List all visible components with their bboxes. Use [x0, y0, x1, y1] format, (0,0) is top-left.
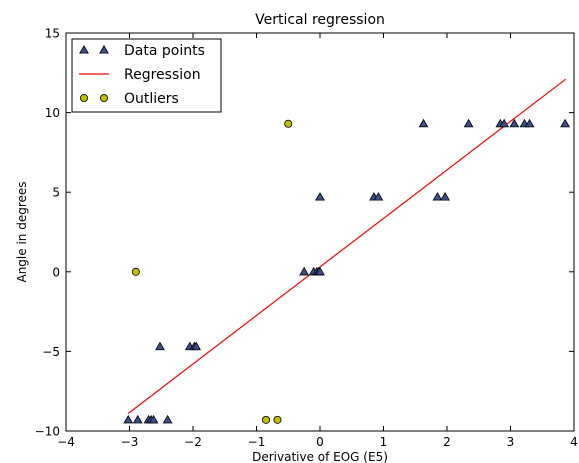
y-tick-label: 5	[52, 186, 60, 200]
data-point-marker	[162, 414, 173, 424]
legend: Data points Regression Outliers	[71, 38, 222, 113]
x-tick-label: 4	[570, 435, 578, 449]
data-point-marker	[132, 414, 143, 424]
x-tick-label: 1	[380, 435, 388, 449]
x-tick-label: 0	[316, 435, 324, 449]
data-point-marker	[499, 118, 510, 128]
y-tick-label: 15	[45, 27, 60, 41]
data-point-marker	[440, 191, 450, 201]
y-tick-label: 10	[45, 106, 60, 120]
data-point-marker	[123, 414, 134, 424]
x-tick-label: −3	[121, 435, 139, 449]
data-point-marker	[299, 266, 310, 276]
outlier-marker	[131, 267, 140, 276]
data-point-marker	[373, 191, 384, 201]
data-point-marker	[432, 191, 443, 201]
legend-marker-triangle	[79, 44, 89, 54]
outlier-marker	[273, 415, 282, 424]
data-point-marker	[155, 341, 165, 351]
x-tick-label: 3	[507, 435, 515, 449]
legend-label: Data points	[124, 43, 205, 59]
y-tick-label: −10	[35, 425, 60, 439]
legend-label: Regression	[124, 67, 201, 83]
data-point-marker	[191, 341, 202, 351]
outlier-marker	[284, 119, 293, 128]
data-point-marker	[463, 118, 474, 128]
y-tick-label: 0	[52, 265, 60, 279]
legend-box	[71, 38, 222, 113]
x-tick-label: 2	[443, 435, 451, 449]
data-point-marker	[509, 118, 520, 128]
legend-marker-triangle	[99, 44, 109, 54]
data-point-marker	[560, 118, 570, 128]
x-tick-label: −1	[248, 435, 266, 449]
y-axis-label: Angle in degrees	[15, 181, 29, 282]
x-tick-label: −2	[184, 435, 202, 449]
data-point-marker	[315, 191, 325, 201]
x-tick-label: −4	[57, 435, 75, 449]
legend-marker-circle	[100, 94, 109, 103]
plot-marks	[123, 78, 570, 424]
data-point-marker	[148, 414, 159, 424]
data-point-marker	[315, 266, 325, 276]
y-tick-label: −5	[42, 345, 60, 359]
outlier-marker	[262, 415, 271, 424]
legend-label: Outliers	[124, 91, 179, 107]
legend-marker-circle	[80, 94, 89, 103]
chart-title: Vertical regression	[255, 12, 385, 28]
data-point-marker	[524, 118, 535, 128]
x-axis-label: Derivative of EOG (E5)	[252, 450, 388, 463]
data-point-marker	[418, 118, 429, 128]
regression-line	[127, 78, 567, 414]
